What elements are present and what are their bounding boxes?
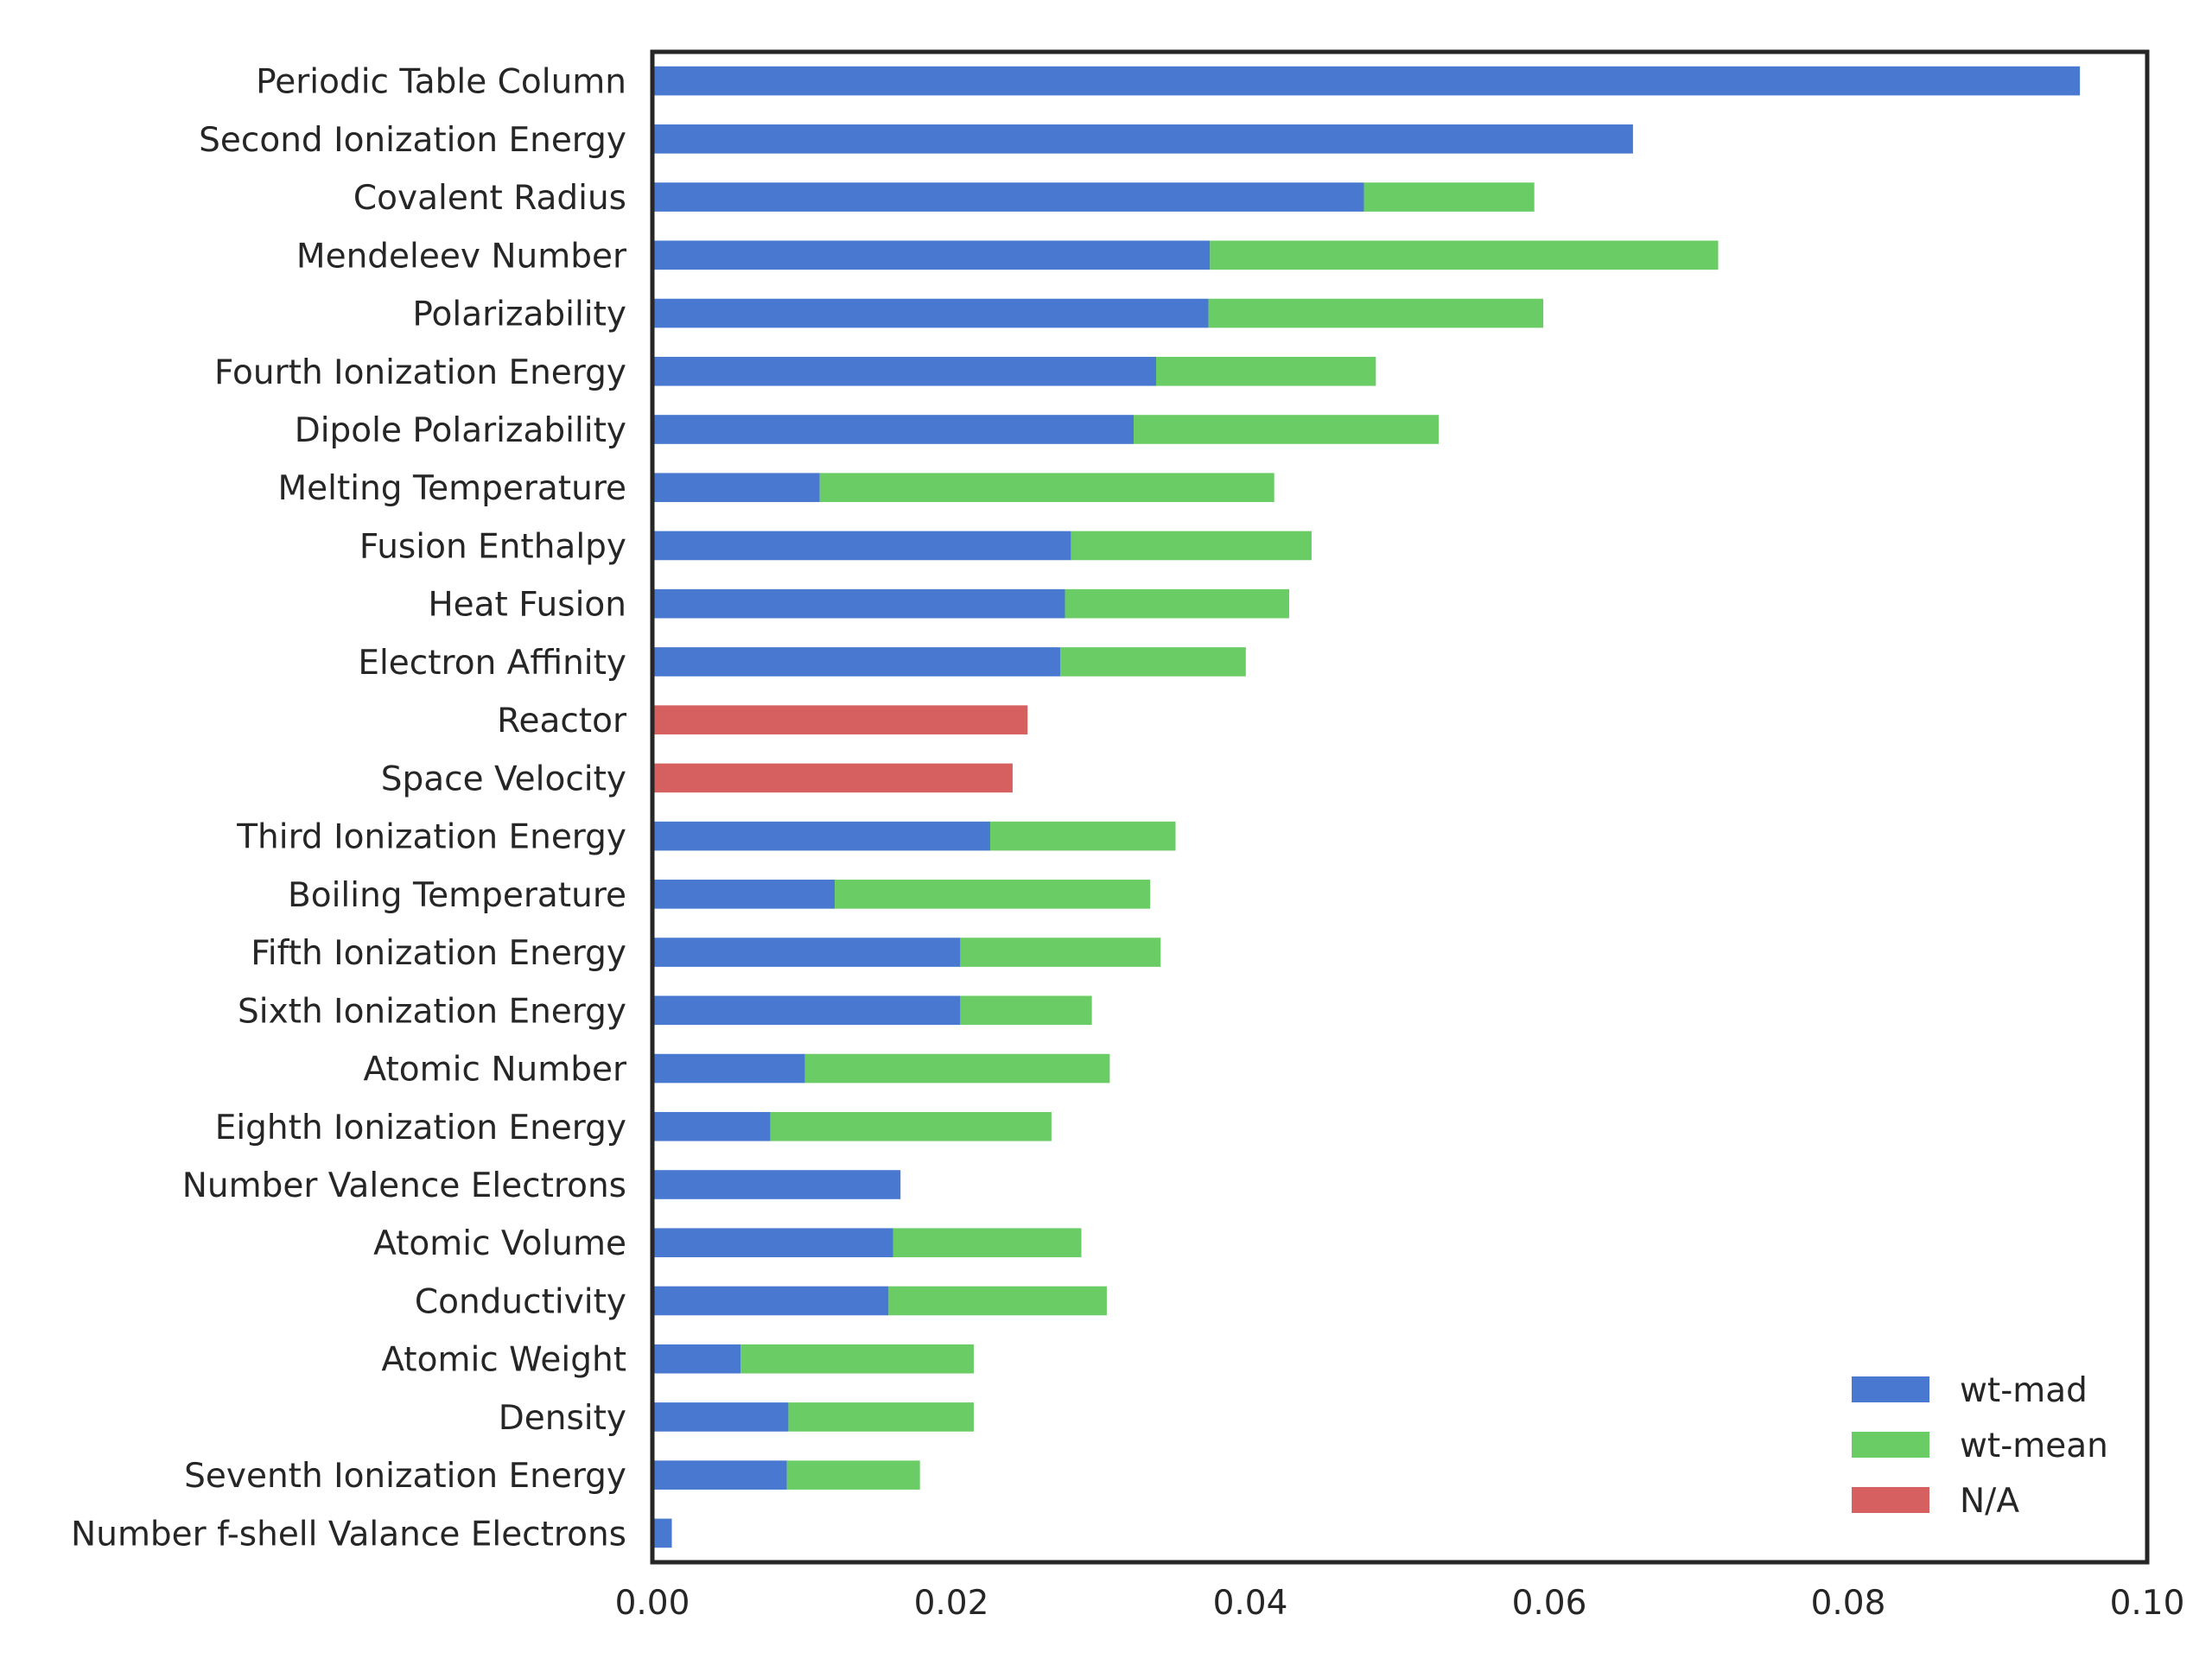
bar-wt-mean-21 xyxy=(888,1286,1107,1316)
bar-wt-mean-6 xyxy=(1134,415,1439,444)
bar-wt-mean-20 xyxy=(893,1228,1082,1258)
bar-wt-mean-14 xyxy=(835,880,1151,909)
category-label: Fourth Ionization Energy xyxy=(214,353,626,392)
legend-swatch xyxy=(1852,1487,1929,1513)
category-label: Periodic Table Column xyxy=(256,63,626,102)
bar-wt-mean-16 xyxy=(960,995,1092,1026)
bar-wt-mad-8 xyxy=(652,531,1071,561)
bar-wt-mean-18 xyxy=(770,1111,1052,1141)
category-label: Atomic Weight xyxy=(381,1341,626,1380)
category-label: Reactor xyxy=(497,702,627,741)
x-axis-ticks: 0.00 0.02 0.04 0.06 0.08 0.10 xyxy=(615,1584,2185,1623)
category-label: Covalent Radius xyxy=(353,179,626,218)
category-label: Sixth Ionization Energy xyxy=(238,992,626,1031)
bar-wt-mad-19 xyxy=(652,1170,901,1199)
bars-group xyxy=(652,66,2081,1548)
legend-swatch xyxy=(1852,1432,1929,1458)
bar-wt-mean-9 xyxy=(1065,588,1289,619)
bar-wt-mad-22 xyxy=(652,1344,741,1374)
category-label: Density xyxy=(499,1399,626,1438)
category-label: Third Ionization Energy xyxy=(236,818,626,857)
category-label: Electron Affinity xyxy=(358,644,626,683)
bar-wt-mad-17 xyxy=(652,1053,805,1084)
bar-wt-mad-23 xyxy=(652,1402,789,1432)
category-label: Polarizability xyxy=(412,296,626,334)
category-label: Atomic Volume xyxy=(373,1224,626,1263)
bar-wt-mad-16 xyxy=(652,995,961,1026)
bar-wt-mad-6 xyxy=(652,415,1135,444)
bar-wt-mad-7 xyxy=(652,473,820,503)
legend-swatch xyxy=(1852,1376,1929,1402)
category-label: Number f-shell Valance Electrons xyxy=(71,1515,626,1554)
bar-wt-mean-8 xyxy=(1071,531,1312,561)
bar-wt-mad-14 xyxy=(652,880,836,909)
plot-frame xyxy=(650,49,2150,1565)
bar-wt-mean-17 xyxy=(804,1053,1110,1084)
bar-wt-mean-22 xyxy=(741,1344,974,1374)
bar-n-a-12 xyxy=(652,763,1013,793)
bar-wt-mad-20 xyxy=(652,1228,893,1258)
bar-wt-mean-15 xyxy=(960,938,1161,967)
bar-wt-mad-3 xyxy=(652,240,1211,270)
bar-wt-mean-24 xyxy=(786,1460,920,1490)
legend: wt-mad wt-mean N/A xyxy=(1852,1371,2108,1521)
category-label: Boiling Temperature xyxy=(288,876,626,915)
bar-wt-mad-0 xyxy=(652,66,2081,96)
category-label: Second Ionization Energy xyxy=(199,121,626,160)
x-tick-label: 0.00 xyxy=(615,1584,690,1623)
bar-wt-mad-25 xyxy=(652,1518,672,1548)
category-label: Dipole Polarizability xyxy=(295,411,626,450)
x-tick-label: 0.06 xyxy=(1512,1584,1587,1623)
bar-wt-mean-5 xyxy=(1156,356,1376,386)
legend-label: wt-mad xyxy=(1960,1371,2088,1410)
category-label: Seventh Ionization Energy xyxy=(184,1457,626,1496)
bar-wt-mad-2 xyxy=(652,182,1364,212)
bar-wt-mad-15 xyxy=(652,938,961,967)
bar-n-a-11 xyxy=(652,705,1028,734)
bar-wt-mad-5 xyxy=(652,356,1157,386)
bar-wt-mad-13 xyxy=(652,821,990,851)
legend-label: wt-mean xyxy=(1960,1427,2108,1465)
category-label: Heat Fusion xyxy=(428,586,626,625)
category-label: Eighth Ionization Energy xyxy=(215,1109,626,1147)
x-tick-label: 0.08 xyxy=(1811,1584,1886,1623)
category-label: Fusion Enthalpy xyxy=(359,527,626,566)
bar-wt-mean-3 xyxy=(1210,240,1719,270)
bar-wt-mean-7 xyxy=(819,473,1274,503)
x-tick-label: 0.04 xyxy=(1213,1584,1288,1623)
category-label: Melting Temperature xyxy=(277,469,626,508)
legend-label: N/A xyxy=(1960,1482,2019,1521)
bar-wt-mad-21 xyxy=(652,1286,889,1316)
category-labels: Periodic Table Column Second Ionization E… xyxy=(71,63,627,1554)
bar-wt-mad-4 xyxy=(652,298,1209,328)
category-label: Fifth Ionization Energy xyxy=(251,934,626,973)
category-label: Mendeleev Number xyxy=(296,237,627,276)
x-tick-label: 0.10 xyxy=(2110,1584,2185,1623)
bar-wt-mean-13 xyxy=(989,821,1176,851)
bar-wt-mad-10 xyxy=(652,647,1061,677)
category-label: Space Velocity xyxy=(381,760,626,798)
x-tick-label: 0.02 xyxy=(914,1584,989,1623)
bar-wt-mean-23 xyxy=(788,1402,974,1432)
bar-wt-mad-9 xyxy=(652,588,1065,619)
bar-wt-mad-1 xyxy=(652,124,1633,154)
bar-wt-mad-18 xyxy=(652,1111,771,1141)
bar-wt-mean-4 xyxy=(1208,298,1544,328)
category-label: Conductivity xyxy=(415,1282,626,1321)
bar-wt-mad-24 xyxy=(652,1460,787,1490)
category-label: Number Valence Electrons xyxy=(182,1166,626,1205)
category-label: Atomic Number xyxy=(364,1051,627,1090)
bar-wt-mean-10 xyxy=(1060,647,1246,677)
bar-wt-mean-2 xyxy=(1363,182,1535,212)
